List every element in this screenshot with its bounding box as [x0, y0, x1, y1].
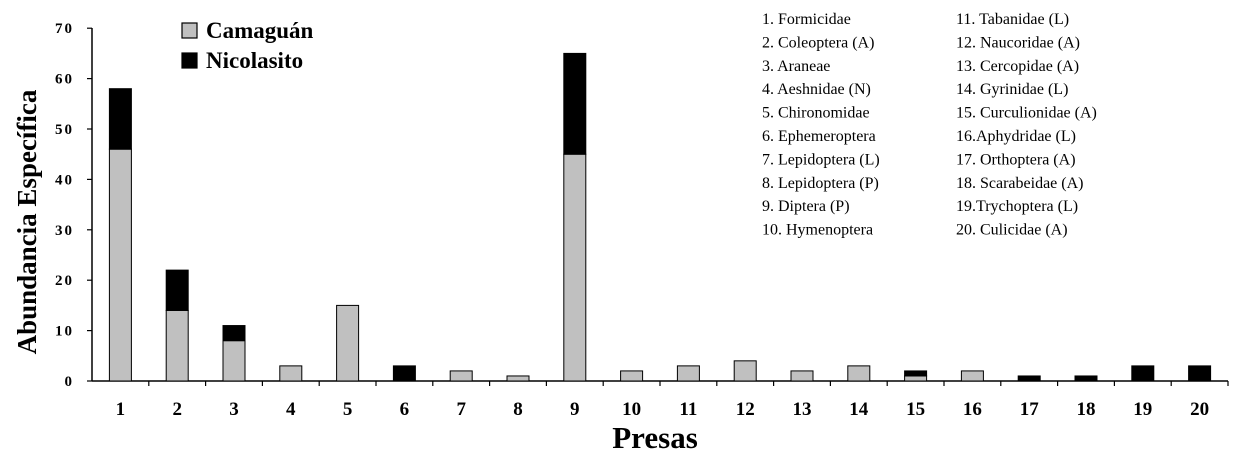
- y-tick-label: 40: [55, 172, 74, 188]
- y-tick-label: 70: [55, 21, 74, 37]
- y-tick-group: 0 10 20 30 40 50 60 70: [55, 21, 92, 390]
- bar-camaguan-8: [506, 375, 530, 382]
- x-axis-title: Presas: [612, 420, 698, 455]
- y-tick-label: 30: [55, 223, 74, 239]
- y-tick-label: 10: [55, 324, 74, 340]
- bar-camaguan-12: [733, 360, 757, 382]
- x-tick-label: 2: [172, 399, 182, 420]
- key-item: 1. Formicidae: [762, 11, 851, 28]
- y-tick-label: 50: [55, 122, 74, 138]
- x-tick-label: 11: [679, 399, 697, 420]
- key-item: 14. Gyrinidae (L): [956, 81, 1068, 98]
- bar-camaguan-5: [336, 304, 360, 382]
- key-item: 3. Araneae: [762, 58, 830, 75]
- legend: Camaguán Nicolasito: [181, 18, 314, 73]
- y-tick-label: 0: [65, 374, 75, 390]
- key-item: 8. Lepidoptera (P): [762, 175, 879, 192]
- key-item: 16.Aphydridae (L): [956, 128, 1076, 145]
- bar-camaguan-3: [222, 340, 246, 382]
- key-item: 19.Trychoptera (L): [956, 198, 1078, 215]
- legend-label-nicolasito: Nicolasito: [206, 48, 303, 73]
- bar-camaguan-4: [279, 365, 303, 382]
- key-item: 17. Orthoptera (A): [956, 151, 1076, 168]
- key-item: 13. Cercopidae (A): [956, 58, 1079, 75]
- bar-nicolasito-6: [392, 365, 416, 382]
- bar-nicolasito-15: [904, 370, 928, 377]
- bar-nicolasito-3: [222, 325, 246, 342]
- key-item: 10. Hymenoptera: [762, 222, 873, 239]
- key-item: 11. Tabanidae (L): [956, 11, 1069, 28]
- x-tick-label: 15: [906, 399, 925, 420]
- bar-camaguan-2: [165, 309, 189, 382]
- bar-nicolasito-18: [1074, 375, 1098, 382]
- key-item: 7. Lepidoptera (L): [762, 151, 880, 168]
- bar-camaguan-9: [563, 153, 587, 382]
- x-tick-label: 13: [793, 399, 812, 420]
- x-tick-label: 6: [400, 399, 410, 420]
- bar-camaguan-15: [904, 375, 928, 382]
- bar-camaguan-10: [620, 370, 644, 382]
- x-tick-label: 9: [570, 399, 580, 420]
- key-item: 2. Coleoptera (A): [762, 34, 874, 51]
- x-tick-label: 17: [1020, 399, 1040, 420]
- x-tick-label: 10: [622, 399, 641, 420]
- x-tick-label: 12: [736, 399, 755, 420]
- y-tick-label: 60: [55, 72, 74, 88]
- x-tick-label: 3: [229, 399, 239, 420]
- bar-nicolasito-1: [108, 88, 132, 150]
- x-tick-label: 4: [286, 399, 296, 420]
- bar-camaguan-11: [676, 365, 700, 382]
- bar-camaguan-1: [108, 148, 132, 382]
- x-tick-label: 7: [456, 399, 466, 420]
- bar-camaguan-14: [847, 365, 871, 382]
- y-axis-title: Abundancia Específica: [12, 89, 42, 354]
- key-item: 6. Ephemeroptera: [762, 128, 876, 145]
- bar-camaguan-13: [790, 370, 814, 382]
- bar-nicolasito-20: [1188, 365, 1212, 382]
- key-item: 9. Diptera (P): [762, 198, 850, 215]
- legend-swatch-nicolasito: [181, 52, 198, 69]
- key-item: 20. Culicidae (A): [956, 222, 1068, 239]
- x-tick-label: 16: [963, 399, 982, 420]
- bar-nicolasito-9: [563, 52, 587, 155]
- bar-nicolasito-2: [165, 269, 189, 311]
- bar-nicolasito-17: [1017, 375, 1041, 382]
- key-item: 12. Naucoridae (A): [956, 34, 1080, 51]
- x-tick-label: 8: [513, 399, 523, 420]
- x-tick-label: 19: [1133, 399, 1152, 420]
- taxa-key: 1. Formicidae 2. Coleoptera (A) 3. Araneae…: [762, 11, 1097, 239]
- key-item: 18. Scarabeidae (A): [956, 175, 1084, 192]
- key-item: 5. Chironomidae: [762, 105, 870, 122]
- x-tick-label: 20: [1190, 399, 1209, 420]
- y-tick-label: 20: [55, 273, 74, 289]
- bars-group: [108, 52, 1212, 382]
- legend-swatch-camaguan: [181, 22, 198, 39]
- bar-camaguan-16: [960, 370, 984, 382]
- key-item: 4. Aeshnidae (N): [762, 81, 871, 98]
- x-tick-label: 14: [849, 399, 869, 420]
- key-item: 15. Curculionidae (A): [956, 105, 1097, 122]
- x-tick-label: 18: [1077, 399, 1096, 420]
- x-tick-group: 1 2 3 4 5 6 7 8 9 10 11 12 13 14 15 16 17 18 19 20: [116, 381, 1229, 420]
- bar-camaguan-7: [449, 370, 473, 382]
- legend-label-camaguan: Camaguán: [206, 18, 314, 43]
- bar-nicolasito-19: [1131, 365, 1155, 382]
- x-tick-label: 5: [343, 399, 353, 420]
- x-tick-label: 1: [116, 399, 126, 420]
